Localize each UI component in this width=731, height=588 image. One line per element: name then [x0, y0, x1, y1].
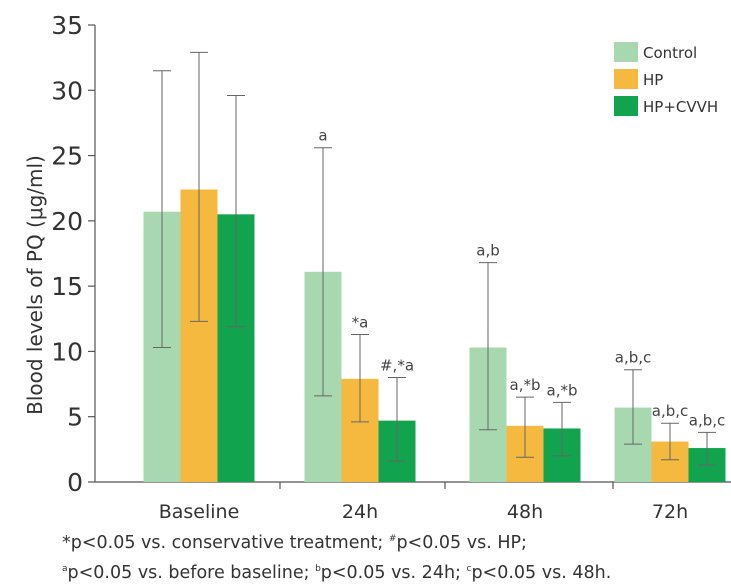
significance-label: *a: [352, 313, 369, 331]
bars: [143, 189, 726, 483]
legend-label: Control: [643, 44, 697, 62]
footnote-marker: b: [315, 564, 321, 574]
footnote-line-2: ap<0.05 vs. before baseline; bp<0.05 vs.…: [62, 558, 611, 584]
footnote-text: p<0.05 vs. before baseline;: [67, 563, 316, 583]
legend-label: HP+CVVH: [643, 98, 718, 116]
footnote-marker: #: [388, 534, 397, 544]
axes: 0 5 10 15 20 25 30 35 Baseline 24h 48h 72h: [51, 11, 731, 520]
significance-label: #,*a: [380, 357, 414, 375]
significance-label: a,b,c: [615, 349, 652, 367]
significance-label: a,b,c: [652, 402, 689, 420]
x-tick-label: 24h: [342, 501, 378, 520]
significance-annotations: a a,b a,b,c *a a,*b a,b,c #,*a a,*b a,b,c: [318, 127, 725, 430]
footnote-marker: c: [466, 564, 472, 574]
footnote-line-1: *p<0.05 vs. conservative treatment; #p<0…: [62, 528, 527, 554]
footnote-marker: a: [62, 564, 68, 574]
legend-swatch: [614, 69, 638, 89]
footnote-text: p<0.05 vs. HP;: [396, 533, 527, 553]
y-tick-label: 25: [51, 142, 83, 171]
y-tick-label: 0: [67, 468, 83, 497]
bar-chart: 0 5 10 15 20 25 30 35 Baseline 24h 48h 72h a a,b a,b,…: [23, 11, 731, 520]
significance-label: a,*b: [547, 381, 578, 399]
legend-swatch: [614, 96, 638, 116]
footnote-text: p<0.05 vs. 48h.: [471, 563, 612, 583]
legend-swatch: [614, 42, 638, 62]
y-tick-label: 30: [51, 76, 83, 105]
y-tick-label: 5: [67, 403, 83, 432]
y-tick-label: 20: [51, 207, 83, 236]
y-tick-label: 35: [51, 11, 83, 40]
y-tick-label: 15: [51, 272, 83, 301]
footnote-text: p<0.05 vs. 24h;: [320, 563, 467, 583]
footnote-text: *p<0.05 vs. conservative treatment;: [62, 533, 389, 553]
legend: Control HP HP+CVVH: [614, 42, 718, 116]
significance-label: a: [318, 127, 327, 145]
x-tick-label: 48h: [507, 501, 543, 520]
x-tick-label: 72h: [652, 501, 688, 520]
y-tick-label: 10: [51, 337, 83, 366]
error-bars: [153, 51, 716, 466]
significance-label: a,b: [476, 242, 499, 260]
x-tick-label: Baseline: [159, 501, 240, 520]
y-axis-label: Blood levels of PQ (μg/ml): [23, 155, 47, 415]
legend-label: HP: [643, 71, 663, 89]
significance-label: a,*b: [510, 376, 541, 394]
significance-label: a,b,c: [689, 411, 726, 429]
